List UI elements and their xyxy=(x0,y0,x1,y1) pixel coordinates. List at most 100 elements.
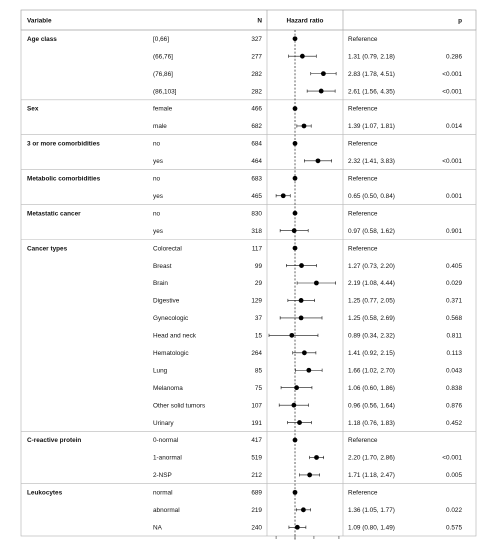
p-value: 0.568 xyxy=(446,315,462,322)
level-label: [0,66] xyxy=(153,36,169,43)
level-label: Gynecologic xyxy=(153,315,189,322)
hr-point xyxy=(313,280,319,286)
header-frame xyxy=(20,9,477,31)
level-label: Digestive xyxy=(153,298,180,305)
hr-point xyxy=(294,385,299,391)
table-row: male 682 1.39 (1.07, 1.81) 0.014 xyxy=(153,123,462,130)
n-value: 212 xyxy=(251,472,262,479)
level-label: no xyxy=(153,141,161,148)
hr-point xyxy=(320,71,326,77)
header-hazard-ratio: Hazard ratio xyxy=(287,18,324,25)
group-label: Cancer types xyxy=(27,245,68,252)
table-row: C-reactive protein 0-normal 417 Reference xyxy=(27,437,378,444)
group-label: 3 or more comorbidities xyxy=(27,141,100,148)
hr-point xyxy=(280,193,286,199)
hr-ci-label: Reference xyxy=(348,490,378,497)
hr-point xyxy=(298,298,304,303)
table-row: yes 318 0.97 (0.58, 1.62) 0.901 xyxy=(153,228,462,235)
n-value: 327 xyxy=(251,36,262,43)
n-value: 519 xyxy=(251,455,262,462)
level-label: Colorectal xyxy=(153,245,182,252)
n-value: 219 xyxy=(251,507,262,514)
table-row: Brain 29 2.19 (1.08, 4.44) 0.029 xyxy=(153,280,462,287)
p-value: 0.022 xyxy=(446,507,462,514)
level-label: no xyxy=(153,210,161,217)
level-label: Hematologic xyxy=(153,350,189,357)
hr-point xyxy=(298,315,304,321)
p-value: <0.001 xyxy=(442,88,462,95)
p-value: 0.371 xyxy=(446,298,462,305)
row-bands xyxy=(21,99,476,484)
n-value: 29 xyxy=(255,280,263,287)
hr-ci-label: Reference xyxy=(348,176,378,183)
n-value: 282 xyxy=(251,88,262,95)
level-label: yes xyxy=(153,158,163,165)
hr-point xyxy=(292,141,298,146)
hr-ci-label: 2.19 (1.08, 4.44) xyxy=(348,280,395,287)
hr-ci-label: 1.25 (0.77, 2.05) xyxy=(348,298,395,305)
hr-ci-label: Reference xyxy=(348,437,378,444)
level-label: male xyxy=(153,123,167,130)
n-value: 75 xyxy=(255,385,263,392)
hr-ci-label: 2.20 (1.70, 2.86) xyxy=(348,455,395,462)
p-value: 0.029 xyxy=(446,280,462,287)
table-row: Metastatic cancer no 830 Reference xyxy=(27,210,378,217)
table-frame xyxy=(20,29,477,537)
table-row: abnormal 219 1.36 (1.05, 1.77) 0.022 xyxy=(153,507,462,514)
level-label: Melanoma xyxy=(153,385,183,392)
group-label: Metastatic cancer xyxy=(27,210,81,217)
group-label: C-reactive protein xyxy=(27,437,81,444)
table-row: Other solid tumors 107 0.96 (0.56, 1.64) 0.… xyxy=(153,402,462,409)
p-value: 0.452 xyxy=(446,420,462,427)
level-label: Lung xyxy=(153,367,168,374)
table-row: Lung 85 1.66 (1.02, 2.70) 0.043 xyxy=(153,367,462,374)
level-label: (66,76] xyxy=(153,53,173,60)
n-value: 684 xyxy=(251,141,262,148)
table-row: Breast 99 1.27 (0.73, 2.20) 0.405 xyxy=(153,263,462,270)
n-value: 465 xyxy=(251,193,262,200)
level-label: 0-normal xyxy=(153,437,178,444)
group-label: Leukocytes xyxy=(27,490,63,497)
level-label: (86,103] xyxy=(153,88,177,95)
n-value: 466 xyxy=(251,106,262,113)
hr-ci-label: 2.83 (1.78, 4.51) xyxy=(348,71,395,78)
p-value: 0.286 xyxy=(446,53,462,60)
hr-ci-label: Reference xyxy=(348,245,378,252)
table-row: Sex female 466 Reference xyxy=(27,106,378,113)
table-row: Metabolic comorbidities no 683 Reference xyxy=(27,176,378,183)
table-row: Head and neck 15 0.89 (0.34, 2.32) 0.811 xyxy=(153,333,462,340)
hr-point xyxy=(289,332,295,338)
hr-point xyxy=(291,402,297,408)
hr-ci-label: 1.36 (1.05, 1.77) xyxy=(348,507,395,514)
hr-ci-label: 1.06 (0.60, 1.86) xyxy=(348,385,395,392)
header-n: N xyxy=(257,18,262,25)
level-label: Head and neck xyxy=(153,333,197,340)
n-value: 191 xyxy=(251,420,262,427)
level-label: normal xyxy=(153,490,173,497)
hr-point xyxy=(294,524,300,530)
n-value: 282 xyxy=(251,71,262,78)
table-row: Gynecologic 37 1.25 (0.58, 2.69) 0.568 xyxy=(153,315,462,322)
hr-ci-label: Reference xyxy=(348,106,378,113)
table-row: Cancer types Colorectal 117 Reference xyxy=(27,245,378,252)
hr-point xyxy=(292,210,298,216)
n-value: 240 xyxy=(251,524,262,531)
hr-point xyxy=(300,507,306,513)
table-row: Leukocytes normal 689 Reference xyxy=(27,490,378,497)
hr-point xyxy=(299,263,304,268)
p-value: 0.876 xyxy=(446,402,462,409)
hr-point xyxy=(292,245,298,251)
table-row: yes 464 2.32 (1.41, 3.83) <0.001 xyxy=(153,158,462,165)
n-value: 37 xyxy=(255,315,263,322)
level-label: (76,86] xyxy=(153,71,173,78)
level-label: 1-anormal xyxy=(153,455,182,462)
hr-point xyxy=(315,158,321,164)
hr-point xyxy=(306,367,312,373)
table-row: 2-NSP 212 1.71 (1.18, 2.47) 0.005 xyxy=(153,472,462,479)
n-value: 99 xyxy=(255,263,263,270)
hr-ci-label: 1.71 (1.18, 2.47) xyxy=(348,472,395,479)
table-row: (76,86] 282 2.83 (1.78, 4.51) <0.001 xyxy=(153,71,462,78)
hr-ci-label: Reference xyxy=(348,36,378,43)
hr-ci-label: 2.32 (1.41, 3.83) xyxy=(348,158,395,165)
table-row: NA 240 1.09 (0.80, 1.49) 0.575 xyxy=(153,524,462,531)
